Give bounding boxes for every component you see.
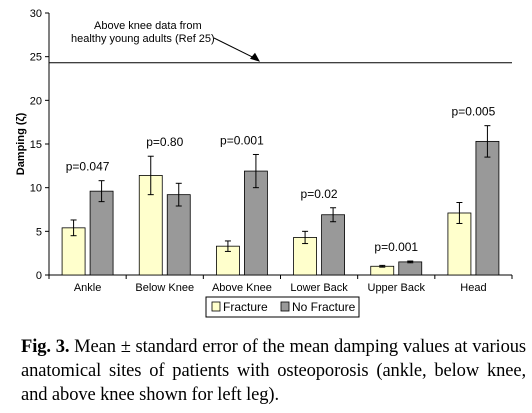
p-value-label-3: p=0.02 [301,187,338,201]
y-tick-label-0: 0 [36,270,42,282]
y-tick-label-6: 30 [30,8,42,20]
reference-arrow-head [250,52,260,62]
plot-area: 0 5 10 15 20 25 30 Damping (ζ) Above knee data f… [15,8,513,318]
legend-swatch-1 [280,301,290,312]
caption-label: Fig. 3. [21,337,70,357]
p-value-label-0: p=0.047 [66,160,110,174]
caption-text: Mean ± standard error of the mean dampin… [21,337,526,405]
x-tick-label-2: Above Knee [212,282,272,294]
p-value-label-1: p=0.80 [146,135,183,149]
y-tick-label-1: 5 [36,226,42,238]
bar-no-fracture-1 [166,194,191,276]
bar-no-fracture-4 [398,261,423,276]
y-tick-label-3: 15 [30,139,42,151]
bar-no-fracture-3 [321,214,345,276]
y-tick-label-4: 20 [30,95,42,107]
bar-no-fracture-0 [89,190,114,276]
legend-swatch-0 [211,301,221,312]
reference-label-line-2: healthy young adults (Ref 25) [71,33,215,45]
p-value-label-5: p=0.005 [452,105,496,119]
x-tick-label-4: Upper Back [368,282,426,294]
reference-arrow-shaft [213,37,259,61]
x-tick-label-3: Lower Back [290,282,348,294]
y-axis-label: Damping (ζ) [15,112,27,175]
x-tick-label-0: Ankle [74,282,102,294]
x-tick-label-5: Head [460,282,486,294]
p-value-label-4: p=0.001 [374,240,418,254]
reference-label-line-1: Above knee data from [94,20,202,32]
bar-chart: 0 5 10 15 20 25 30 Damping (ζ) Above knee data f… [15,8,513,318]
legend-label-1: No Fracture [292,300,356,314]
y-tick-label-5: 25 [30,52,42,64]
p-value-label-2: p=0.001 [220,133,264,147]
figure-caption: Fig. 3. Mean ± standard error of the mea… [21,335,526,407]
y-tick-label-2: 10 [30,183,42,195]
x-tick-label-1: Below Knee [135,282,194,294]
bar-no-fracture-5 [475,140,500,276]
legend-label-0: Fracture [223,300,268,314]
